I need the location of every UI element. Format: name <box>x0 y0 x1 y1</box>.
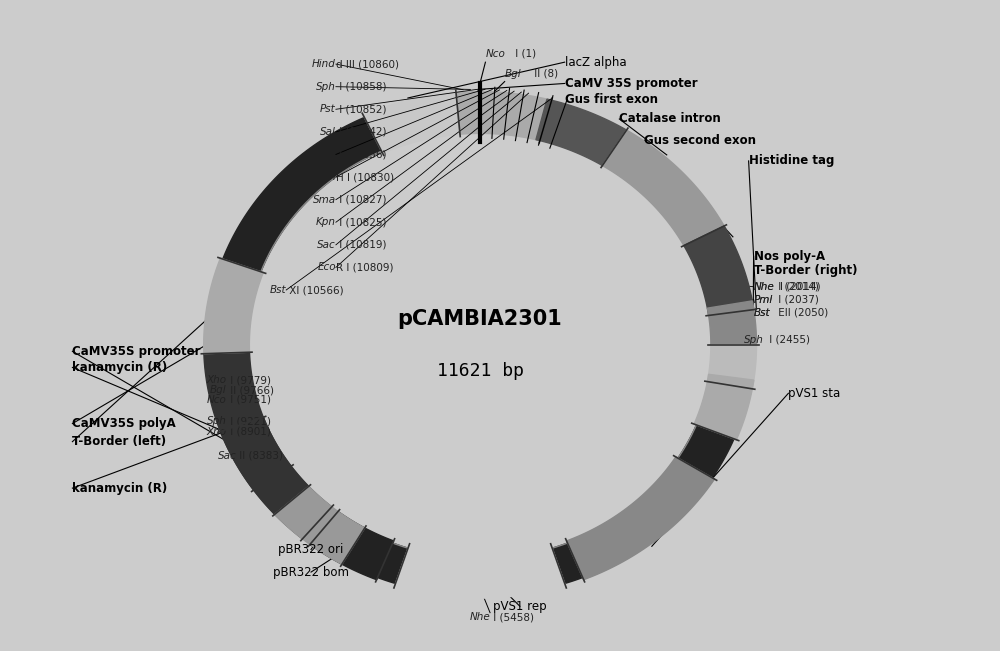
Polygon shape <box>220 417 309 514</box>
Text: CaMV 35S promoter: CaMV 35S promoter <box>565 77 697 90</box>
Polygon shape <box>310 512 394 579</box>
Polygon shape <box>707 345 757 389</box>
Polygon shape <box>206 94 754 596</box>
Text: Hind: Hind <box>312 59 336 69</box>
Text: kanamycin (R): kanamycin (R) <box>72 482 168 495</box>
Polygon shape <box>395 546 566 598</box>
Polygon shape <box>204 258 263 353</box>
Text: I (10852): I (10852) <box>336 104 386 115</box>
Polygon shape <box>254 466 332 539</box>
Text: Sph: Sph <box>316 81 336 92</box>
Polygon shape <box>456 92 552 141</box>
Text: Bgl: Bgl <box>505 69 521 79</box>
Text: pBR322 ori: pBR322 ori <box>278 543 344 556</box>
Text: Kpn: Kpn <box>316 217 336 227</box>
Text: lacZ alpha: lacZ alpha <box>565 55 626 68</box>
Text: I (10842): I (10842) <box>336 127 386 137</box>
Text: II (9766): II (9766) <box>227 385 274 395</box>
Text: Nos poly-A: Nos poly-A <box>754 250 825 263</box>
Text: I (2014): I (2014) <box>775 282 819 292</box>
Text: CaMV35S polyA: CaMV35S polyA <box>72 417 176 430</box>
Text: Gus first exon: Gus first exon <box>565 93 658 106</box>
Text: Histidine tag: Histidine tag <box>749 154 834 167</box>
Text: I (9221): I (9221) <box>227 416 271 426</box>
Text: Pst: Pst <box>320 104 336 115</box>
Text: I (5458): I (5458) <box>490 612 534 622</box>
Text: II (8383): II (8383) <box>236 451 283 461</box>
Polygon shape <box>694 374 754 439</box>
Text: CaMV35S promoter: CaMV35S promoter <box>72 345 201 358</box>
Text: Nco: Nco <box>207 395 227 405</box>
Text: Pml: Pml <box>754 295 773 305</box>
Text: II (8): II (8) <box>531 69 559 79</box>
Text: Nhe: Nhe <box>754 282 774 292</box>
Text: T-Border (right): T-Border (right) <box>754 264 857 277</box>
Text: Sma: Sma <box>313 195 336 204</box>
Text: Xho: Xho <box>206 427 227 437</box>
Text: I (10836): I (10836) <box>336 150 386 159</box>
Text: I (2014): I (2014) <box>780 282 821 292</box>
Text: I (9751): I (9751) <box>227 395 271 405</box>
Text: Bam: Bam <box>312 172 336 182</box>
Polygon shape <box>707 301 757 345</box>
Text: Bst: Bst <box>754 307 770 318</box>
Text: Sac: Sac <box>317 240 336 250</box>
Text: I (9779): I (9779) <box>227 376 271 385</box>
Text: EII (2050): EII (2050) <box>775 307 829 318</box>
Text: pBR322 bom: pBR322 bom <box>273 566 349 579</box>
Polygon shape <box>602 130 724 245</box>
Text: Bst: Bst <box>270 285 286 295</box>
Polygon shape <box>536 99 627 165</box>
Polygon shape <box>363 92 460 153</box>
Text: I (2037): I (2037) <box>775 295 819 305</box>
Text: Sal: Sal <box>320 127 336 137</box>
Text: kanamycin (R): kanamycin (R) <box>72 361 168 374</box>
Text: XI (10566): XI (10566) <box>286 285 344 295</box>
Text: Sph: Sph <box>744 335 764 344</box>
Text: Nhe: Nhe <box>754 282 774 292</box>
Text: I (10825): I (10825) <box>336 217 386 227</box>
Text: Catalase intron: Catalase intron <box>619 113 721 126</box>
Text: I (8901): I (8901) <box>227 427 270 437</box>
Text: pVS1 rep: pVS1 rep <box>493 600 547 613</box>
Polygon shape <box>204 352 291 490</box>
Text: Bst: Bst <box>754 307 770 318</box>
Text: Xba: Xba <box>316 150 336 159</box>
Text: Eco: Eco <box>317 262 336 272</box>
Text: 11621 bp: 11621 bp <box>437 362 524 380</box>
Text: I (1): I (1) <box>512 49 536 59</box>
Polygon shape <box>275 486 365 564</box>
Text: Bgl: Bgl <box>210 385 227 395</box>
Text: I (10819): I (10819) <box>336 240 386 250</box>
Text: d III (10860): d III (10860) <box>336 59 399 69</box>
Text: Sph: Sph <box>207 416 227 426</box>
Text: Xho: Xho <box>206 376 227 385</box>
Text: pCAMBIA2301: pCAMBIA2301 <box>398 309 562 329</box>
Text: Gus second exon: Gus second exon <box>644 133 756 146</box>
Text: I (10827): I (10827) <box>336 195 386 204</box>
Text: I (2455): I (2455) <box>766 335 810 344</box>
Text: R I (10809): R I (10809) <box>336 262 393 272</box>
Text: Sac: Sac <box>218 451 236 461</box>
Text: pVS1 sta: pVS1 sta <box>788 387 841 400</box>
Text: Pml: Pml <box>754 295 773 305</box>
Text: T-Border (left): T-Border (left) <box>72 435 167 448</box>
Text: I (10858): I (10858) <box>336 81 386 92</box>
Text: H I (10830): H I (10830) <box>336 172 394 182</box>
Polygon shape <box>567 457 715 579</box>
Text: Nhe: Nhe <box>469 612 490 622</box>
Polygon shape <box>684 226 754 316</box>
Text: Nco: Nco <box>485 49 505 59</box>
